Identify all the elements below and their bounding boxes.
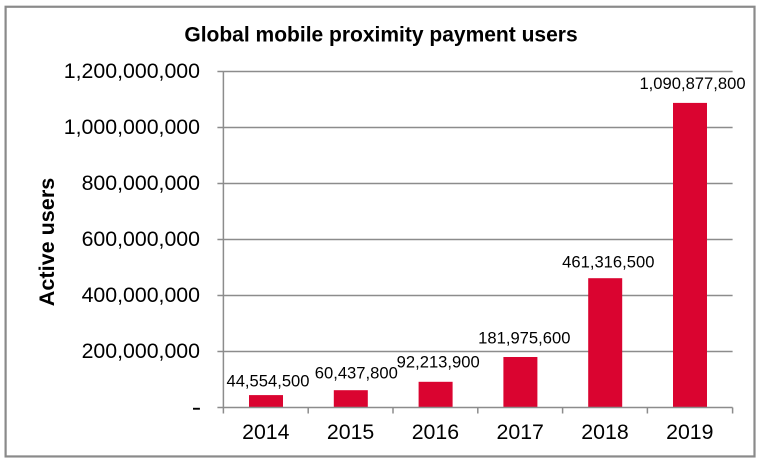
- svg-text:1,090,877,800: 1,090,877,800: [639, 74, 745, 93]
- svg-text:60,437,800: 60,437,800: [315, 364, 398, 383]
- svg-text:92,213,900: 92,213,900: [397, 352, 480, 371]
- svg-text:2018: 2018: [581, 420, 628, 444]
- svg-text:461,316,500: 461,316,500: [562, 252, 654, 271]
- svg-text:800,000,000: 800,000,000: [82, 171, 201, 195]
- svg-text:2015: 2015: [327, 420, 374, 444]
- svg-text:44,554,500: 44,554,500: [226, 372, 309, 391]
- svg-text:2017: 2017: [497, 420, 544, 444]
- svg-text:1,000,000,000: 1,000,000,000: [64, 115, 200, 139]
- svg-text:2016: 2016: [412, 420, 459, 444]
- svg-text:Active users: Active users: [34, 178, 59, 306]
- svg-text:181,975,600: 181,975,600: [478, 328, 570, 347]
- svg-text:600,000,000: 600,000,000: [82, 227, 201, 251]
- svg-text:2019: 2019: [666, 420, 713, 444]
- svg-text:1,200,000,000: 1,200,000,000: [64, 59, 200, 83]
- svg-text:Global mobile proximity paymen: Global mobile proximity payment users: [184, 23, 577, 46]
- svg-text:200,000,000: 200,000,000: [82, 339, 201, 363]
- svg-text:2014: 2014: [242, 420, 290, 444]
- svg-text:400,000,000: 400,000,000: [82, 283, 201, 307]
